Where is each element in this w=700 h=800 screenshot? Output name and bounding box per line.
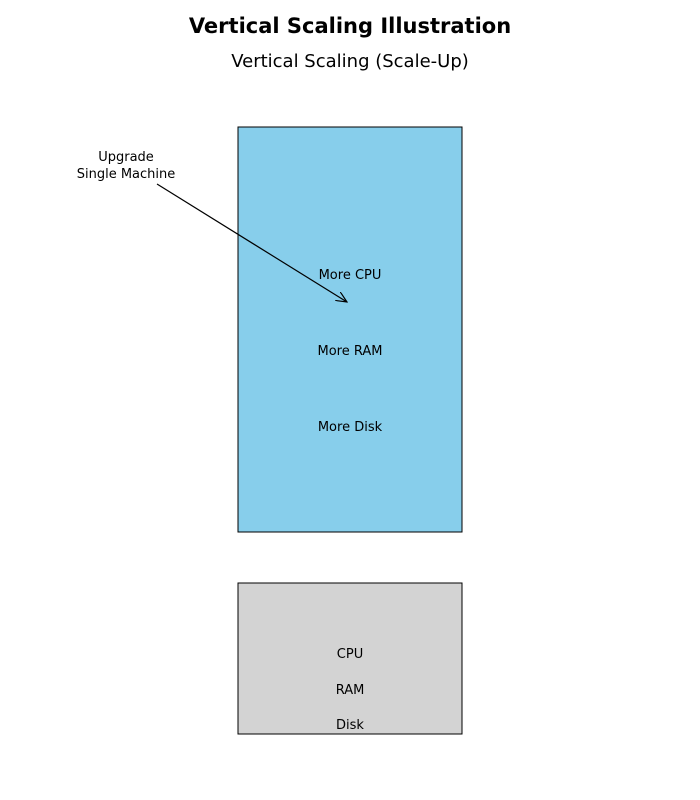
annotation-line-2: Single Machine bbox=[77, 167, 176, 182]
figure-title: Vertical Scaling Illustration bbox=[188, 14, 512, 38]
diagram-subtitle: Vertical Scaling (Scale-Up) bbox=[231, 51, 469, 72]
upgraded-disk-label: More Disk bbox=[318, 420, 383, 435]
original-disk-label: Disk bbox=[336, 718, 364, 733]
upgraded-machine-box bbox=[237, 126, 463, 533]
upgraded-cpu-label: More CPU bbox=[319, 268, 382, 283]
original-ram-label: RAM bbox=[336, 683, 365, 698]
upgraded-ram-label: More RAM bbox=[318, 344, 383, 359]
original-cpu-label: CPU bbox=[337, 647, 363, 662]
annotation-line-1: Upgrade bbox=[98, 150, 154, 165]
upgrade-arrow bbox=[156, 183, 347, 302]
original-machine-box bbox=[237, 582, 463, 735]
